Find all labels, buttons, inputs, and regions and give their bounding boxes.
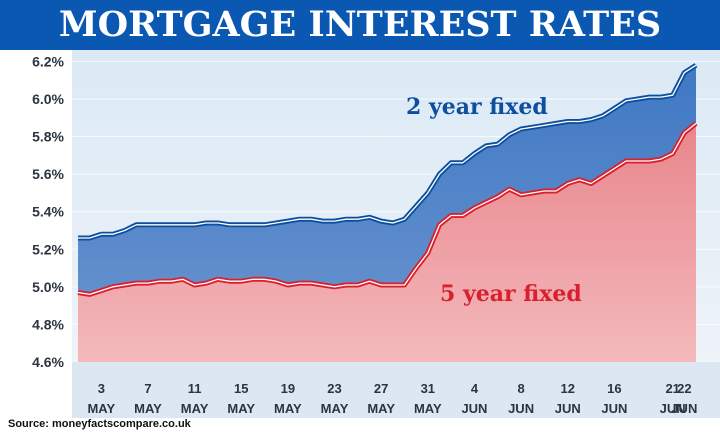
x-tick-day: 16 — [607, 381, 621, 396]
x-tick-day: 19 — [281, 381, 295, 396]
x-tick-month: JUN — [461, 401, 487, 416]
line-5-year-fixed-highlight — [77, 122, 697, 296]
x-tick-month: MAY — [367, 401, 395, 416]
x-tick-month: MAY — [181, 401, 209, 416]
y-tick-label: 5.6% — [32, 166, 64, 182]
x-tick-day: 7 — [144, 381, 151, 396]
x-tick-day: 8 — [517, 381, 524, 396]
x-tick-day: 12 — [561, 381, 575, 396]
x-tick-day: 31 — [421, 381, 435, 396]
x-tick-month: JUN — [660, 401, 686, 416]
source-note: Source: moneyfactscompare.co.uk — [8, 418, 191, 430]
x-tick-month: MAY — [134, 401, 162, 416]
y-tick-label: 5.2% — [32, 241, 64, 257]
y-tick-label: 6.0% — [32, 91, 64, 107]
x-tick-day: 3 — [98, 381, 105, 396]
x-tick-day: 27 — [374, 381, 388, 396]
x-tick-day: 11 — [188, 381, 202, 396]
x-tick-month: MAY — [274, 401, 302, 416]
x-tick-day: 4 — [471, 381, 479, 396]
x-tick-day: 22 — [677, 381, 691, 396]
x-tick-month: JUN — [671, 401, 697, 416]
series-label-5-year-fixed: 5 year fixed — [440, 281, 582, 307]
x-tick-month: JUN — [508, 401, 534, 416]
y-tick-label: 5.0% — [32, 279, 64, 295]
chart-title: MORTGAGE INTEREST RATES — [58, 4, 662, 45]
area-5-year-fixed — [78, 123, 696, 363]
x-tick-month: JUN — [601, 401, 627, 416]
y-tick-label: 4.8% — [32, 316, 64, 332]
x-tick-day: 23 — [327, 381, 341, 396]
y-tick-label: 5.8% — [32, 129, 64, 145]
x-tick-month: MAY — [227, 401, 255, 416]
y-tick-label: 6.2% — [32, 53, 64, 69]
title-banner — [0, 0, 720, 50]
x-tick-month: MAY — [414, 401, 442, 416]
x-tick-month: JUN — [555, 401, 581, 416]
y-tick-label: 5.4% — [32, 204, 64, 220]
x-tick-day: 21 — [665, 381, 679, 396]
x-tick-day: 15 — [234, 381, 248, 396]
x-tick-month: MAY — [87, 401, 115, 416]
x-axis-band — [72, 362, 720, 418]
x-tick-month: MAY — [321, 401, 349, 416]
line-2-year-fixed-highlight — [78, 64, 697, 239]
series-label-2-year-fixed: 2 year fixed — [406, 94, 548, 120]
y-tick-label: 4.6% — [32, 354, 64, 370]
